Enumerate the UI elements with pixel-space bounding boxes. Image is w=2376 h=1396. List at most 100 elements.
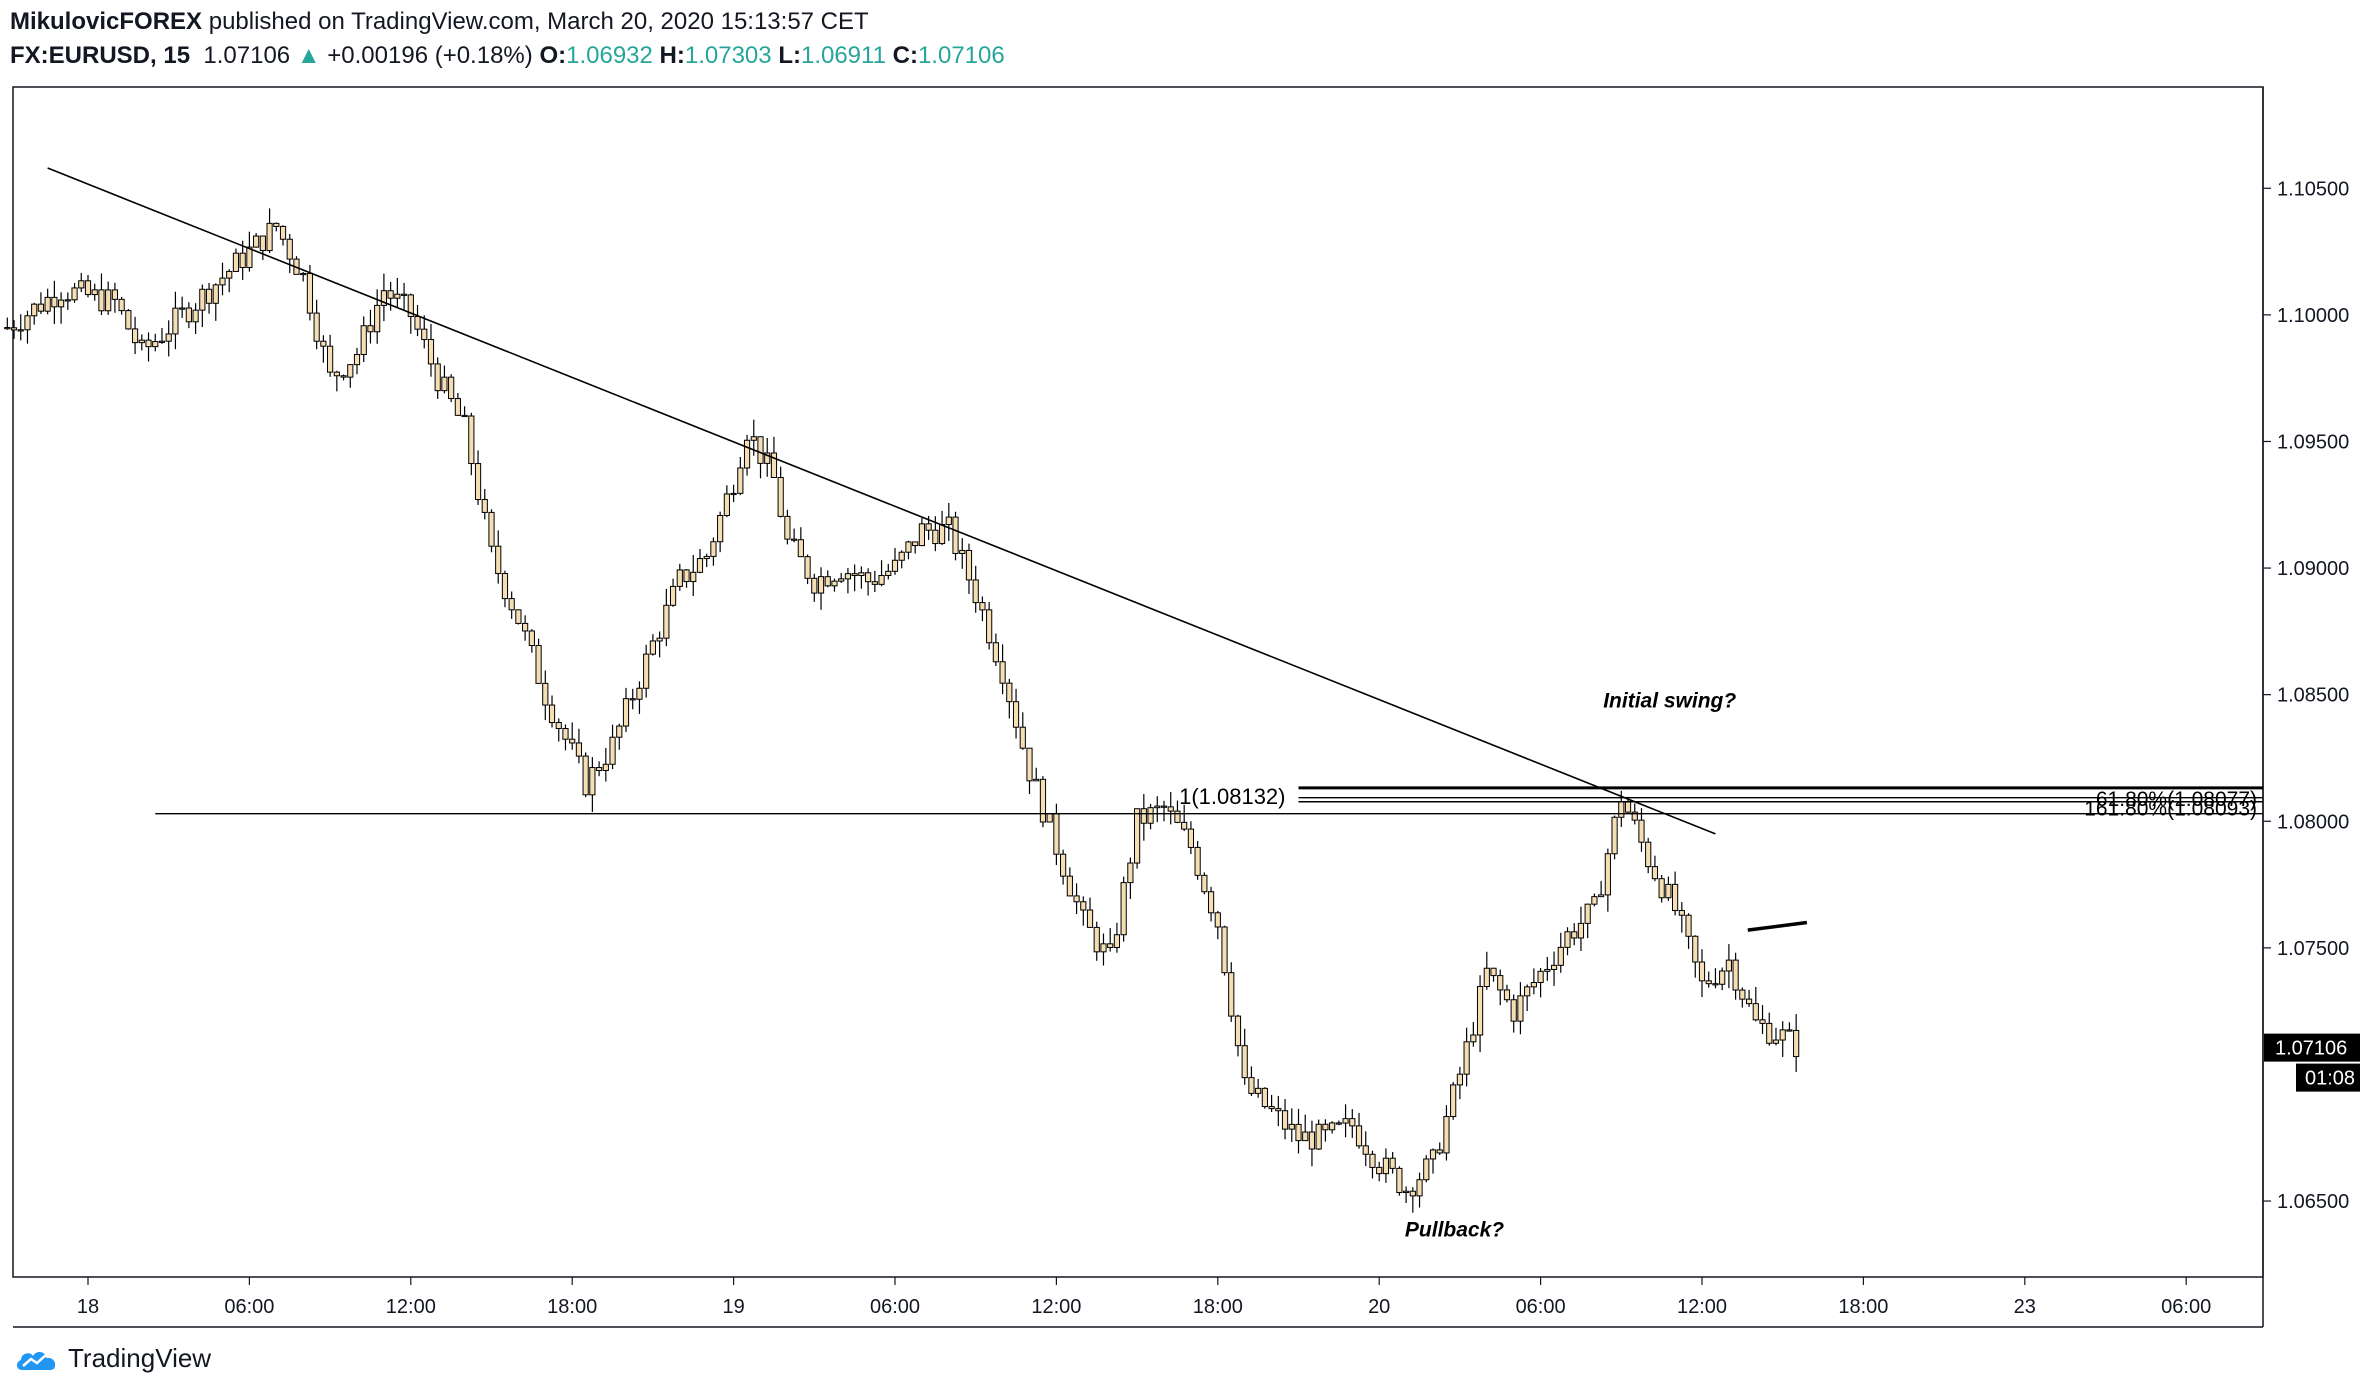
candle-body — [844, 573, 852, 580]
candle — [279, 225, 287, 246]
candle-body — [474, 463, 482, 501]
candle — [1167, 792, 1174, 825]
close-label: C: — [892, 42, 918, 69]
candle-body — [488, 511, 495, 547]
candle — [111, 282, 119, 313]
candle — [582, 752, 589, 798]
candle-body — [1732, 959, 1739, 991]
candle — [1524, 984, 1531, 1012]
candle — [1322, 1119, 1329, 1142]
price-change: +0.00196 (+0.18%) — [327, 42, 533, 69]
candle — [898, 550, 905, 569]
candle — [1429, 1148, 1437, 1174]
candle-body — [1423, 1158, 1430, 1181]
candle-body — [784, 515, 791, 540]
candle — [10, 319, 18, 339]
candle — [1194, 841, 1201, 880]
candle-body — [1120, 882, 1127, 936]
time-tick-label: 23 — [2014, 1296, 2036, 1318]
candle — [1584, 903, 1591, 939]
candle — [51, 280, 58, 325]
candle-body — [1672, 883, 1679, 912]
candle-body — [811, 577, 818, 594]
candle — [394, 277, 401, 308]
candle — [918, 518, 925, 547]
candle — [474, 450, 482, 505]
candle-body — [448, 376, 455, 400]
candle — [374, 289, 381, 344]
candle-body — [1638, 819, 1645, 843]
price-tick-label: 1.09500 — [2277, 431, 2349, 453]
candle-body — [118, 298, 125, 312]
candle — [400, 282, 408, 310]
candle-body — [1275, 1108, 1282, 1112]
candle — [844, 568, 852, 594]
candle — [1066, 867, 1073, 897]
candle-body — [1389, 1157, 1396, 1169]
candle — [1362, 1131, 1369, 1167]
candle-body — [891, 559, 899, 572]
time-tick-label: 06:00 — [870, 1296, 920, 1318]
candle-body — [1288, 1123, 1295, 1130]
candle-body — [1705, 980, 1712, 985]
candle — [1268, 1094, 1275, 1113]
candle-body — [1261, 1087, 1268, 1108]
candle-body — [602, 763, 609, 772]
candle-body — [1678, 910, 1685, 916]
price-tick-label: 1.10500 — [2277, 178, 2349, 200]
candle — [1302, 1114, 1309, 1142]
candle — [1645, 837, 1652, 874]
candle-body — [1248, 1077, 1255, 1094]
open-label: O: — [539, 42, 567, 69]
candle-body — [1786, 1029, 1793, 1032]
chart-annotation: Pullback? — [1405, 1218, 1504, 1241]
candle — [1517, 982, 1524, 1035]
candle — [273, 222, 280, 232]
candle-body — [1329, 1122, 1336, 1131]
time-tick-label: 12:00 — [1031, 1296, 1081, 1318]
candle — [259, 235, 266, 261]
candle — [791, 528, 798, 543]
low-value: 1.06911 — [800, 42, 886, 69]
candle — [871, 570, 878, 593]
candle-body — [649, 640, 656, 655]
candle — [172, 291, 179, 350]
candle-body — [1510, 999, 1517, 1022]
time-axis[interactable]: 18 06:00 12:00 18:00 19 06:00 12:00 18:00 20 06:0… — [77, 1277, 2211, 1318]
last-price-badge-label: 1.07106 — [2275, 1038, 2347, 1060]
candle — [696, 548, 704, 574]
candle-body — [582, 755, 589, 796]
candle — [1564, 927, 1571, 956]
candle — [1026, 747, 1033, 795]
candle — [730, 484, 737, 503]
candle — [1409, 1187, 1416, 1213]
candle — [1766, 1012, 1773, 1046]
candle — [1228, 962, 1235, 1022]
candle-body — [1577, 922, 1585, 939]
candle — [1651, 855, 1659, 882]
candle-body — [1154, 805, 1161, 809]
candle-body — [380, 290, 387, 306]
symbol-info: FX:EURUSD, 15 1.07106 ▲ +0.00196 (+0.18%… — [10, 42, 1005, 70]
tradingview-logo[interactable]: TradingView — [14, 1343, 211, 1374]
candle-body — [669, 585, 677, 606]
candle-body — [152, 341, 159, 348]
candle — [737, 456, 744, 496]
candle — [1396, 1166, 1403, 1196]
price-axis[interactable]: 1.10500 1.10000 1.09500 1.09000 1.08500 1.080… — [2263, 178, 2360, 1213]
candle — [1786, 1022, 1793, 1032]
trendline[interactable] — [47, 167, 1716, 835]
candle-body — [1591, 896, 1598, 905]
candle — [1308, 1120, 1316, 1167]
candle-body — [4, 327, 11, 330]
swing-high-segment[interactable] — [1747, 920, 1808, 932]
candle-body — [306, 272, 314, 314]
candle-body — [589, 767, 596, 796]
candle-body — [1362, 1145, 1369, 1155]
candle — [1012, 688, 1020, 739]
candle — [777, 466, 784, 518]
author-name[interactable]: MikulovicFOREX — [10, 8, 203, 35]
candle-body — [286, 238, 293, 260]
published-text: published on TradingView.com, March 20, … — [208, 8, 869, 35]
